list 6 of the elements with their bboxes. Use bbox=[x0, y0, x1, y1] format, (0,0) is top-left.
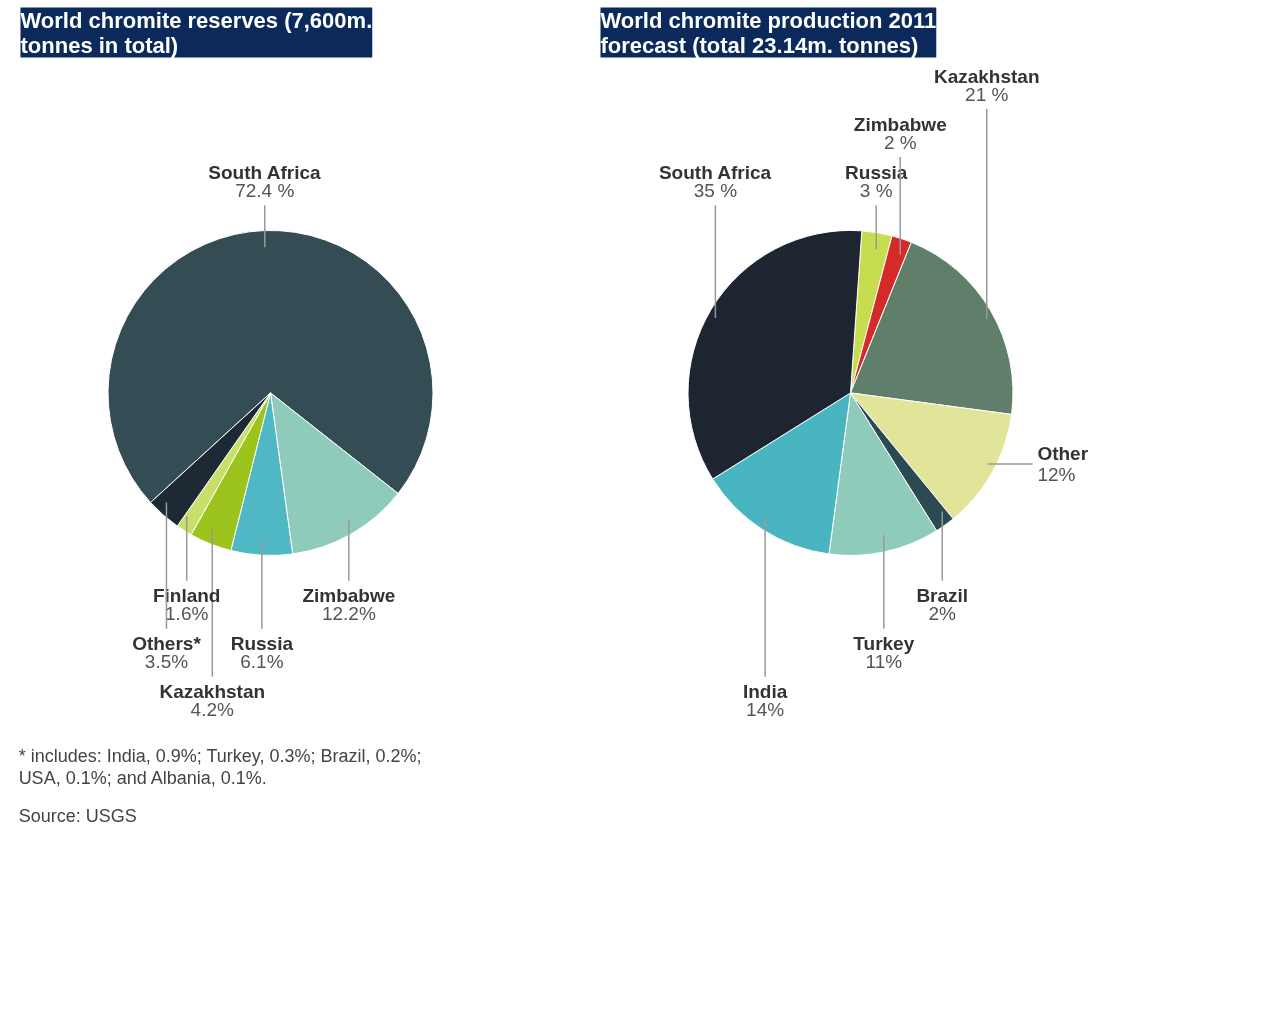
source-note: Source: USGS bbox=[18, 805, 137, 826]
data-label: 12% bbox=[1037, 464, 1076, 486]
slice-label: Other bbox=[1037, 443, 1089, 465]
chart-title: World chromite production 2011 forecast (total 23.14m. tonnes) bbox=[600, 7, 937, 58]
text: * includes: India, 0.9%; Turkey, 0.3%; Brazil, 0.2%; USA, 0.1%; and Albania, 0.1%. bbox=[18, 745, 422, 789]
chart-title: World chromite reserves (7,600m. tonnes in total) bbox=[20, 7, 373, 58]
